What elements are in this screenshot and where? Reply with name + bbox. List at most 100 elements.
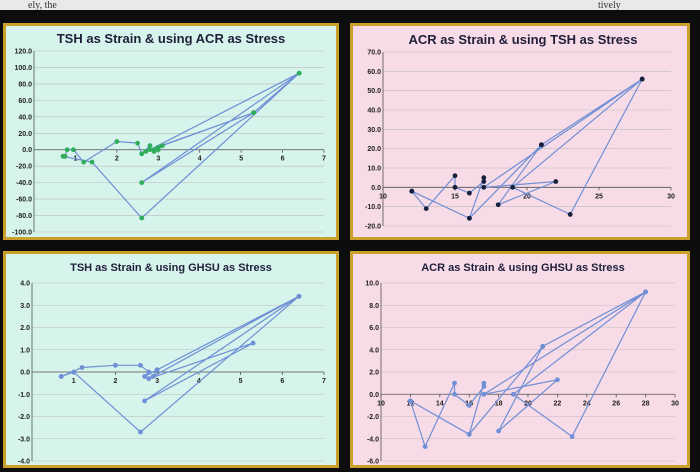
data-point [154,367,160,373]
data-point [567,212,573,217]
y-tick-label: 4.0 [20,281,30,288]
x-tick-label: 1 [72,378,76,385]
data-point [423,206,429,212]
y-tick-label: -3.0 [18,436,30,443]
caption-fragment-right: tively [598,0,621,10]
x-tick-label: 22 [554,400,562,407]
x-tick-label: 24 [583,400,591,407]
chart-tsh-ghsu: TSH as Strain & using GHSU as Stress 4.0 3… [18,262,326,465]
x-tick-label: 7 [322,378,326,385]
data-point [142,374,148,379]
data-point [160,143,165,149]
data-point [150,374,156,379]
data-point [481,184,487,190]
y-tick-label: -2.0 [18,414,30,421]
y-tick-label: 20.0 [18,131,32,138]
data-point [452,184,458,190]
y-tick-label: -40.0 [16,180,32,187]
y-tick-label: 60.0 [18,98,32,105]
x-tick-label: 20 [524,400,532,407]
data-point [70,147,76,153]
x-tick-label: 6 [281,156,285,163]
x-tick-label: 2 [115,156,119,163]
data-point [135,140,140,146]
data-point [138,362,143,368]
data-point [408,398,413,404]
data-point [147,147,153,153]
y-tick-label: 50.0 [367,88,381,95]
data-point [114,139,120,144]
chart-panel-acr-tsh: ACR as Strain & using TSH as Stress 70.0 6… [350,23,690,240]
chart-acr-ghsu: ACR as Strain & using GHSU as Stress 10.0… [365,262,679,466]
y-tick-label: -20.0 [16,164,32,171]
data-point [58,374,64,379]
data-point [139,151,145,157]
data-point [495,202,501,208]
caption-fragment: ely, the [28,0,57,10]
data-point [138,429,143,435]
y-tick-label: 70.0 [367,50,381,57]
x-tick-label: 28 [642,400,650,407]
data-point [452,173,458,179]
chart-panel-acr-ghsu: ACR as Strain & using GHSU as Stress 10.0… [350,251,690,468]
data-point [569,434,575,439]
data-point [510,391,516,397]
data-point [639,76,645,82]
data-point [466,402,472,408]
x-tick-label: 26 [612,400,620,407]
data-point [409,188,415,194]
y-tick-label: 60.0 [367,69,381,76]
x-tick-label: 30 [671,400,679,407]
x-tick-label: 7 [322,156,326,163]
data-point [81,159,87,165]
y-tick-label: 30.0 [367,127,381,134]
y-tick-label: -4.0 [367,436,379,443]
series-line [409,290,648,449]
data-point [139,215,145,221]
x-tick-label: 15 [451,193,459,200]
x-tick-label: 4 [198,156,202,163]
data-point [143,148,149,154]
data-point [452,380,457,386]
y-tick-label: 6.0 [369,325,379,332]
y-tick-label: 10.0 [365,281,379,288]
y-tick-label: -80.0 [16,213,32,220]
data-point [296,293,302,299]
x-tick-label: 2 [113,378,117,385]
data-point [422,444,428,449]
data-point [139,180,145,186]
y-tick-label: 8.0 [369,303,379,310]
y-tick-label: 100.0 [14,65,32,72]
y-tick-label: 2.0 [369,370,379,377]
data-point [539,142,544,148]
y-tick-label: -6.0 [367,459,379,466]
y-tick-label: -2.0 [367,414,379,421]
data-point [452,391,457,397]
data-point [79,365,85,370]
y-tick-label: -20.0 [365,224,381,231]
y-tick-label: 3.0 [20,303,30,310]
data-point [496,428,501,434]
data-point [555,377,560,383]
data-point [467,215,472,221]
x-tick-label: 14 [436,400,444,407]
data-point [296,70,302,76]
data-point [146,376,152,382]
data-point [553,179,559,184]
y-tick-label: -1.0 [18,392,30,399]
chart-title: ACR as Strain & using GHSU as Stress [421,262,625,274]
chart-panel-tsh-ghsu: TSH as Strain & using GHSU as Stress 4.0 3… [3,251,339,468]
data-point [64,147,70,153]
x-tick-label: 10 [377,400,385,407]
y-tick-label: 20.0 [367,146,381,153]
data-point [251,110,256,116]
data-point [481,384,487,389]
data-point [467,190,472,196]
chart-tsh-acr: TSH as Strain & using ACR as Stress 120.0… [12,31,326,237]
chart-acr-tsh: ACR as Strain & using TSH as Stress 70.0 6… [365,32,675,231]
data-point [151,148,157,154]
data-point [510,184,515,190]
x-tick-label: 3 [156,156,160,163]
x-tick-label: 10 [379,193,387,200]
